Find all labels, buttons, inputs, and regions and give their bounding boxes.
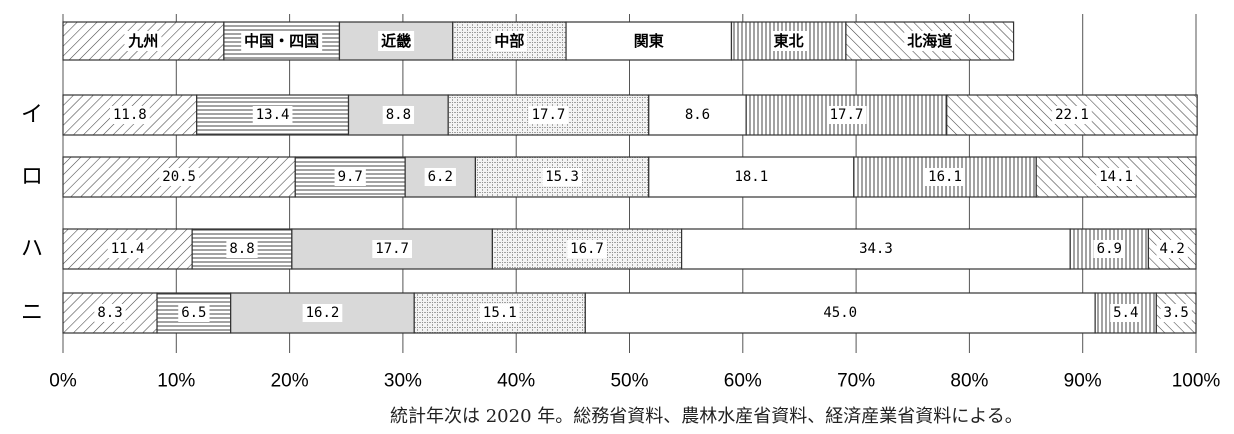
data-label-bg bbox=[1052, 106, 1092, 124]
data-label-bg bbox=[107, 240, 148, 258]
data-label: 22.1 bbox=[1055, 107, 1089, 123]
data-label-bg bbox=[567, 240, 607, 258]
data-label-bg bbox=[252, 106, 293, 124]
legend-label-bg bbox=[241, 31, 323, 51]
row-label: ロ bbox=[21, 165, 43, 190]
data-label: 6.9 bbox=[1097, 241, 1122, 257]
bars: イ 11.8 13.4 8.8 17.7 8.6 17.7 22.1 ロ 20.5 9.7 6.2 15… bbox=[21, 94, 1198, 334]
data-label: 17.7 bbox=[532, 107, 566, 123]
x-tick-label: 60% bbox=[724, 371, 762, 392]
data-label-bg bbox=[334, 168, 366, 186]
row-label: イ bbox=[21, 103, 43, 128]
data-label-bg bbox=[826, 106, 867, 124]
row-label: ハ bbox=[21, 237, 43, 262]
x-tick-label: 70% bbox=[837, 371, 875, 392]
data-label: 17.7 bbox=[830, 107, 864, 123]
legend-label-bg bbox=[378, 31, 415, 51]
data-label-bg bbox=[159, 168, 199, 186]
data-label: 20.5 bbox=[162, 169, 196, 185]
data-label: 11.8 bbox=[113, 107, 147, 123]
legend: 九州 中国・四国 近畿 中部 関東 東北 北海道 bbox=[62, 21, 1015, 61]
data-label-bg bbox=[1110, 304, 1142, 322]
data-label-bg bbox=[856, 240, 896, 258]
data-label-bg bbox=[925, 168, 965, 186]
legend-label-bg bbox=[770, 31, 807, 51]
x-tick-label: 50% bbox=[610, 371, 648, 392]
data-label-bg bbox=[528, 106, 569, 124]
data-label: 6.5 bbox=[181, 305, 206, 321]
data-label: 4.2 bbox=[1160, 241, 1185, 257]
legend-label: 関東 bbox=[634, 32, 664, 50]
data-label: 3.5 bbox=[1164, 305, 1189, 321]
data-label: 8.3 bbox=[97, 305, 122, 321]
x-tick-label: 40% bbox=[497, 371, 535, 392]
data-label: 16.2 bbox=[306, 305, 340, 321]
data-label: 8.6 bbox=[685, 107, 710, 123]
data-label: 5.4 bbox=[1113, 305, 1138, 321]
data-label-bg bbox=[479, 304, 520, 322]
data-label-bg bbox=[1160, 304, 1192, 322]
data-label: 16.7 bbox=[570, 241, 604, 257]
row-label: ニ bbox=[21, 301, 43, 326]
data-label: 9.7 bbox=[338, 169, 363, 185]
legend-label: 中部 bbox=[494, 32, 524, 50]
x-tick-label: 0% bbox=[49, 371, 77, 392]
data-label: 13.4 bbox=[256, 107, 290, 123]
data-label-bg bbox=[1096, 168, 1136, 186]
data-label: 15.1 bbox=[483, 305, 517, 321]
data-label-bg bbox=[820, 304, 861, 322]
data-label: 8.8 bbox=[386, 107, 411, 123]
data-label: 18.1 bbox=[734, 169, 768, 185]
data-label-bg bbox=[731, 168, 772, 186]
legend-label-bg bbox=[124, 31, 162, 51]
legend-label: 北海道 bbox=[907, 32, 952, 50]
legend-label: 近畿 bbox=[381, 32, 411, 50]
data-label: 17.7 bbox=[375, 241, 409, 257]
legend-label: 東北 bbox=[774, 32, 804, 50]
data-label-bg bbox=[109, 106, 150, 124]
legend-label: 中国・四国 bbox=[244, 32, 319, 50]
data-label-bg bbox=[542, 168, 582, 186]
legend-label: 九州 bbox=[127, 32, 158, 50]
x-tick-label: 10% bbox=[157, 371, 195, 392]
data-label-bg bbox=[226, 240, 258, 258]
data-label-bg bbox=[1156, 240, 1188, 258]
x-tick-label: 90% bbox=[1064, 371, 1102, 392]
data-label: 6.2 bbox=[428, 169, 453, 185]
data-label-bg bbox=[424, 168, 456, 186]
data-label-bg bbox=[1093, 240, 1125, 258]
legend-label-bg bbox=[630, 31, 667, 51]
data-label: 45.0 bbox=[823, 305, 857, 321]
source-note: 統計年次は 2020 年。総務省資料、農林水産省資料、経済産業省資料による。 bbox=[390, 406, 1023, 427]
data-label: 14.1 bbox=[1099, 169, 1133, 185]
data-label: 11.4 bbox=[111, 241, 145, 257]
legend-label-bg bbox=[491, 31, 528, 51]
data-label-bg bbox=[178, 304, 210, 322]
data-label-bg bbox=[94, 304, 126, 322]
x-tick-label: 80% bbox=[950, 371, 988, 392]
legend-label-bg bbox=[904, 31, 956, 51]
data-label: 8.8 bbox=[229, 241, 254, 257]
data-label: 15.3 bbox=[545, 169, 579, 185]
data-label: 16.1 bbox=[928, 169, 962, 185]
data-label: 34.3 bbox=[859, 241, 893, 257]
x-axis: 0% 10% 20% 30% 40% 50% 60% 70% 80% 90% 100% bbox=[49, 371, 1220, 392]
x-tick-label: 100% bbox=[1172, 371, 1221, 392]
data-label-bg bbox=[372, 240, 412, 258]
data-label-bg bbox=[681, 106, 714, 124]
data-label-bg bbox=[302, 304, 343, 322]
legend-swatch-5 bbox=[730, 21, 847, 61]
x-tick-label: 30% bbox=[384, 371, 422, 392]
x-tick-label: 20% bbox=[271, 371, 309, 392]
stacked-bar-chart: 九州 中国・四国 近畿 中部 関東 東北 北海道 イ 11.8 13.4 8.8 17.7 8.6 17… bbox=[21, 14, 1220, 392]
data-label-bg bbox=[382, 106, 415, 124]
